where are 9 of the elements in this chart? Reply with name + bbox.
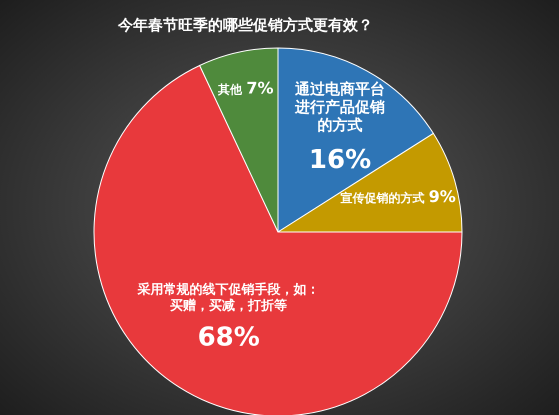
data-label: 16% bbox=[308, 145, 372, 176]
data-label: 68% bbox=[198, 322, 260, 353]
slice-label: 通过电商平台进行产品促销的方式 bbox=[294, 80, 386, 134]
slice-label: 宣传促销的方式 bbox=[340, 191, 424, 206]
slice-label: 采用常规的线下促销手段，如：买赠，买减，打折等 bbox=[136, 282, 320, 314]
slice-label: 其他 bbox=[218, 82, 242, 96]
data-label: 9% bbox=[428, 187, 456, 206]
data-label: 7% bbox=[246, 78, 274, 98]
chart-title: 今年春节旺季的哪些促销方式更有效？ bbox=[117, 16, 373, 34]
